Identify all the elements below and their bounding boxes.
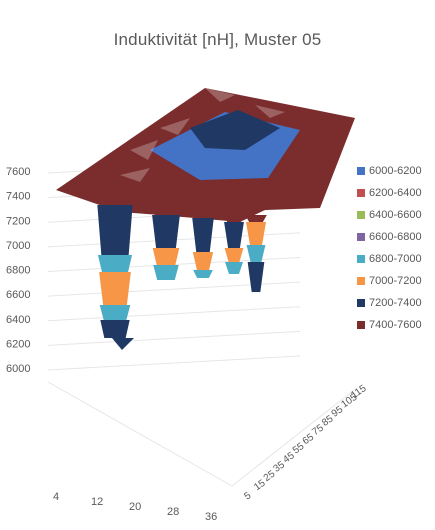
legend-swatch xyxy=(357,299,365,307)
surface-band xyxy=(100,320,130,338)
legend-label: 7000-7200 xyxy=(369,275,422,287)
legend-item: 6200-6400 xyxy=(357,182,435,204)
x-tick-label: 4 xyxy=(53,491,59,503)
z-tick-label: 7000 xyxy=(6,240,30,252)
surface-band xyxy=(99,305,131,320)
legend-label: 6200-6400 xyxy=(369,187,422,199)
legend-item: 7200-7400 xyxy=(357,292,435,314)
surface-band xyxy=(245,215,267,222)
legend-label: 7400-7600 xyxy=(369,319,422,331)
z-tick-label: 6800 xyxy=(6,265,30,277)
legend-item: 6800-7000 xyxy=(357,248,435,270)
x-tick-label: 36 xyxy=(205,511,217,523)
z-tick-label: 6200 xyxy=(6,338,30,350)
legend-item: 6400-6600 xyxy=(357,204,435,226)
legend-item: 6000-6200 xyxy=(357,160,435,182)
surface-band xyxy=(97,255,133,272)
surface-band xyxy=(97,205,133,255)
floor-edge xyxy=(231,389,355,487)
surface-facet xyxy=(160,118,190,135)
surface-band xyxy=(150,205,182,215)
surface-band xyxy=(247,262,265,292)
legend-label: 6600-6800 xyxy=(369,231,422,243)
legend: 6000-6200 6200-6400 6400-6600 6600-6800 6800… xyxy=(357,160,435,336)
z-tick-label: 7200 xyxy=(6,215,30,227)
surface-facet xyxy=(205,88,235,102)
z-tick-label: 6400 xyxy=(6,314,30,326)
legend-swatch xyxy=(357,277,365,285)
surface-band xyxy=(225,262,243,274)
surface-facet xyxy=(120,168,150,182)
y-tick-label: 5 xyxy=(242,490,253,502)
surface-band xyxy=(245,222,267,245)
surface-band xyxy=(99,272,131,305)
surface-band xyxy=(152,215,180,248)
z-tick-label: 6000 xyxy=(6,363,30,375)
surface-basin-deep xyxy=(190,110,280,150)
surface-band xyxy=(223,212,245,222)
legend-label: 6400-6600 xyxy=(369,209,422,221)
surface-band xyxy=(191,207,215,218)
surface-band xyxy=(224,222,244,248)
z-tick-label: 7400 xyxy=(6,191,30,203)
legend-label: 6800-7000 xyxy=(369,253,422,265)
surface-band xyxy=(193,270,213,278)
surface-band xyxy=(192,252,214,270)
legend-swatch xyxy=(357,167,365,175)
x-tick-label: 20 xyxy=(129,501,141,513)
legend-item: 6600-6800 xyxy=(357,226,435,248)
x-tick-label: 28 xyxy=(167,506,179,518)
surface-band xyxy=(153,265,179,280)
legend-swatch xyxy=(357,189,365,197)
legend-swatch xyxy=(357,255,365,263)
surface-band xyxy=(192,218,214,252)
legend-swatch xyxy=(357,233,365,241)
z-tick-label: 7600 xyxy=(6,166,30,178)
z-tick-label: 6600 xyxy=(6,289,30,301)
surface-facet xyxy=(255,105,285,118)
legend-item: 7400-7600 xyxy=(357,314,435,336)
surface-facet xyxy=(130,140,158,160)
surface-tip xyxy=(112,338,134,350)
gridline xyxy=(47,355,301,371)
surface-band xyxy=(152,248,180,265)
gridline xyxy=(47,306,301,322)
surface-band xyxy=(95,190,135,205)
legend-label: 7200-7400 xyxy=(369,297,422,309)
x-tick-label: 12 xyxy=(91,496,103,508)
surface-band xyxy=(246,245,266,262)
legend-item: 7000-7200 xyxy=(357,270,435,292)
legend-label: 6000-6200 xyxy=(369,165,422,177)
legend-swatch xyxy=(357,321,365,329)
surface-band xyxy=(224,248,244,262)
gridline xyxy=(47,281,301,297)
chart-title: Induktivität [nH], Muster 05 xyxy=(113,30,322,49)
floor-edge xyxy=(47,381,233,487)
legend-swatch xyxy=(357,211,365,219)
gridline xyxy=(47,330,301,346)
